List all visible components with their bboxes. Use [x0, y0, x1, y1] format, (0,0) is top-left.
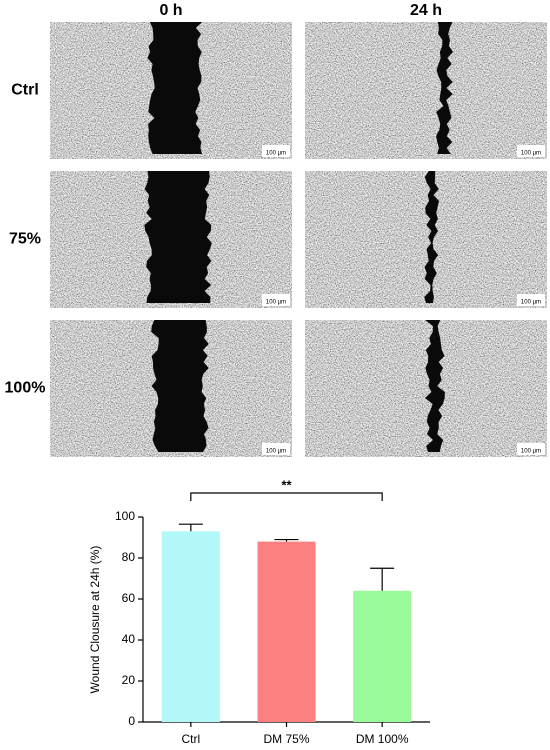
column-label: 24 h	[410, 2, 442, 19]
wound-gap	[147, 22, 203, 154]
y-tick-label: 100	[115, 509, 135, 523]
scale-bar-box	[262, 145, 290, 157]
y-axis-title: Wound Clousure at 24h (%)	[88, 546, 102, 694]
scale-bar-box	[262, 294, 290, 306]
scale-bar-label: 100 µm	[521, 151, 541, 157]
bar-chart: 0 20 40 60 80 100 Wound Clousure at 24h (%) Ctr…	[88, 477, 430, 746]
row-label: Ctrl	[11, 82, 39, 99]
scale-bar-box	[517, 443, 545, 455]
wound-gap	[151, 320, 209, 452]
micrograph	[305, 320, 547, 457]
bar	[257, 541, 316, 722]
micrograph	[305, 171, 547, 308]
micrograph	[305, 22, 547, 159]
y-tick-label: 80	[122, 550, 136, 564]
image-panels: 0 h 24 h Ctrl 75% 100% 100 µm 100 µm 100 µm 100 …	[5, 2, 547, 457]
x-tick-label: DM 100%	[356, 732, 409, 746]
scale-bar-label: 100 µm	[266, 449, 286, 455]
x-tick-label: Ctrl	[181, 732, 200, 746]
wound-gap	[144, 171, 212, 303]
significance-bracket	[190, 492, 383, 501]
scale-bar-label: 100 µm	[266, 151, 286, 157]
bar	[353, 590, 412, 722]
scale-bar-label: 100 µm	[266, 300, 286, 306]
y-tick-label: 40	[122, 632, 136, 646]
y-tick-label: 20	[122, 673, 136, 687]
y-tick-label: 60	[122, 591, 136, 605]
wound-gap	[425, 320, 445, 452]
row-label: 75%	[9, 231, 41, 248]
wound-gap	[424, 171, 439, 303]
scale-bar-label: 100 µm	[521, 449, 541, 455]
y-tick-label: 0	[128, 714, 135, 728]
column-label: 0 h	[159, 2, 182, 19]
scale-bar-box	[517, 294, 545, 306]
wound-gap	[436, 22, 454, 154]
row-label: 100%	[5, 380, 46, 397]
significance-label: **	[281, 477, 292, 492]
x-tick-label: DM 75%	[263, 732, 309, 746]
scale-bar-label: 100 µm	[521, 300, 541, 306]
scale-bar-box	[262, 443, 290, 455]
bar	[161, 531, 220, 722]
scale-bar-box	[517, 145, 545, 157]
